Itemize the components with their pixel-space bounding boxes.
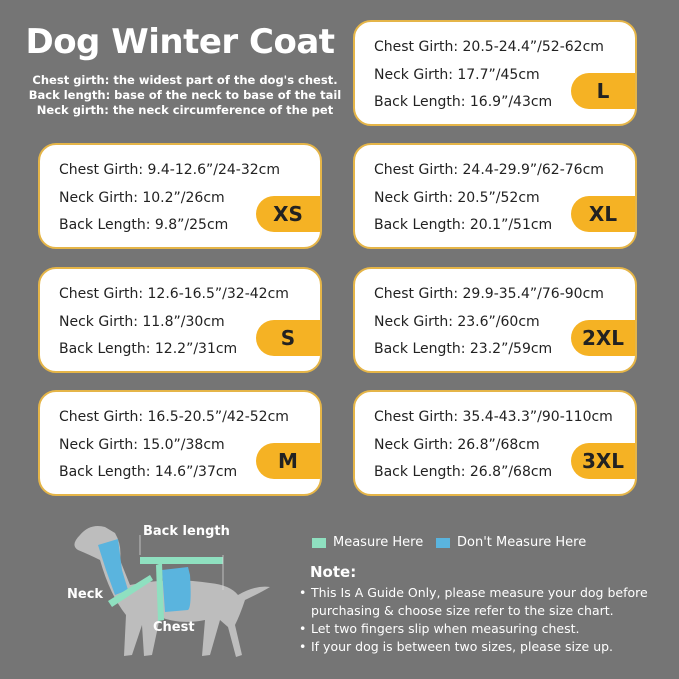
- back-length: Back Length: 12.2”/31cm: [59, 341, 238, 357]
- chest-girth: Chest Girth: 35.4-43.3”/90-110cm: [374, 409, 613, 425]
- note-item: This Is A Guide Only, please measure you…: [298, 584, 661, 620]
- size-card-s: Chest Girth: 12.6-16.5”/32-42cm Neck Gir…: [38, 267, 322, 373]
- chest-girth: Chest Girth: 20.5-24.4”/52-62cm: [374, 39, 604, 55]
- legend-dont-measure: Don't Measure Here: [436, 535, 586, 550]
- neck-girth: Neck Girth: 17.7”/45cm: [374, 67, 540, 83]
- size-card-2xl: Chest Girth: 29.9-35.4”/76-90cm Neck Gir…: [353, 267, 637, 373]
- chest-no-measure-zone: [162, 567, 191, 612]
- neck-label: Neck: [67, 587, 104, 602]
- neck-girth: Neck Girth: 23.6”/60cm: [374, 314, 540, 330]
- chest-tape: [156, 563, 164, 621]
- note-item: Let two fingers slip when measuring ches…: [298, 620, 661, 638]
- back-length: Back Length: 9.8”/25cm: [59, 217, 229, 233]
- chest-girth: Chest Girth: 29.9-35.4”/76-90cm: [374, 286, 604, 302]
- legend-measure-label: Measure Here: [333, 535, 424, 550]
- back-tape: [140, 557, 223, 564]
- chest-girth: Chest Girth: 24.4-29.9”/62-76cm: [374, 162, 604, 178]
- size-badge: XS: [256, 196, 320, 232]
- back-length: Back Length: 23.2”/59cm: [374, 341, 553, 357]
- size-badge: 3XL: [571, 443, 635, 479]
- chest-girth: Chest Girth: 12.6-16.5”/32-42cm: [59, 286, 289, 302]
- dog-measurement-illustration: [74, 526, 270, 657]
- definition-back: Back length: base of the neck to base of…: [28, 88, 342, 102]
- definitions: Chest girth: the widest part of the dog'…: [20, 73, 350, 118]
- size-card-xs: Chest Girth: 9.4-12.6”/24-32cm Neck Girt…: [38, 143, 322, 249]
- back-length: Back Length: 16.9”/43cm: [374, 94, 553, 110]
- neck-girth: Neck Girth: 15.0”/38cm: [59, 437, 225, 453]
- definition-chest: Chest girth: the widest part of the dog'…: [32, 73, 338, 87]
- back-length: Back Length: 20.1”/51cm: [374, 217, 553, 233]
- neck-tape: [108, 575, 153, 607]
- size-card-3xl: Chest Girth: 35.4-43.3”/90-110cm Neck Gi…: [353, 390, 637, 496]
- dont-measure-swatch-icon: [436, 537, 450, 548]
- legend-dont-measure-label: Don't Measure Here: [457, 535, 587, 550]
- note-heading: Note:: [310, 563, 357, 581]
- chest-girth: Chest Girth: 16.5-20.5”/42-52cm: [59, 409, 289, 425]
- legend-measure: Measure Here: [312, 535, 423, 550]
- size-badge: M: [256, 443, 320, 479]
- page-title: Dog Winter Coat: [25, 22, 335, 62]
- measure-swatch-icon: [312, 537, 326, 548]
- size-badge: L: [571, 73, 635, 109]
- chest-label: Chest: [153, 620, 195, 635]
- neck-no-measure-zone: [98, 539, 128, 595]
- chest-girth: Chest Girth: 9.4-12.6”/24-32cm: [59, 162, 280, 178]
- size-card-l: Chest Girth: 20.5-24.4”/52-62cm Neck Gir…: [353, 20, 637, 126]
- neck-girth: Neck Girth: 10.2”/26cm: [59, 190, 225, 206]
- neck-girth: Neck Girth: 11.8”/30cm: [59, 314, 225, 330]
- back-length: Back Length: 14.6”/37cm: [59, 464, 238, 480]
- neck-girth: Neck Girth: 26.8”/68cm: [374, 437, 540, 453]
- size-badge: XL: [571, 196, 635, 232]
- back-length: Back Length: 26.8”/68cm: [374, 464, 553, 480]
- size-badge: S: [256, 320, 320, 356]
- size-badge: 2XL: [571, 320, 635, 356]
- definition-neck: Neck girth: the neck circumference of th…: [36, 103, 334, 117]
- size-card-xl: Chest Girth: 24.4-29.9”/62-76cm Neck Gir…: [353, 143, 637, 249]
- size-card-m: Chest Girth: 16.5-20.5”/42-52cm Neck Gir…: [38, 390, 322, 496]
- note-list: This Is A Guide Only, please measure you…: [298, 584, 661, 656]
- note-item: If your dog is between two sizes, please…: [298, 638, 661, 656]
- neck-girth: Neck Girth: 20.5”/52cm: [374, 190, 540, 206]
- back-length-label: Back length: [143, 524, 230, 539]
